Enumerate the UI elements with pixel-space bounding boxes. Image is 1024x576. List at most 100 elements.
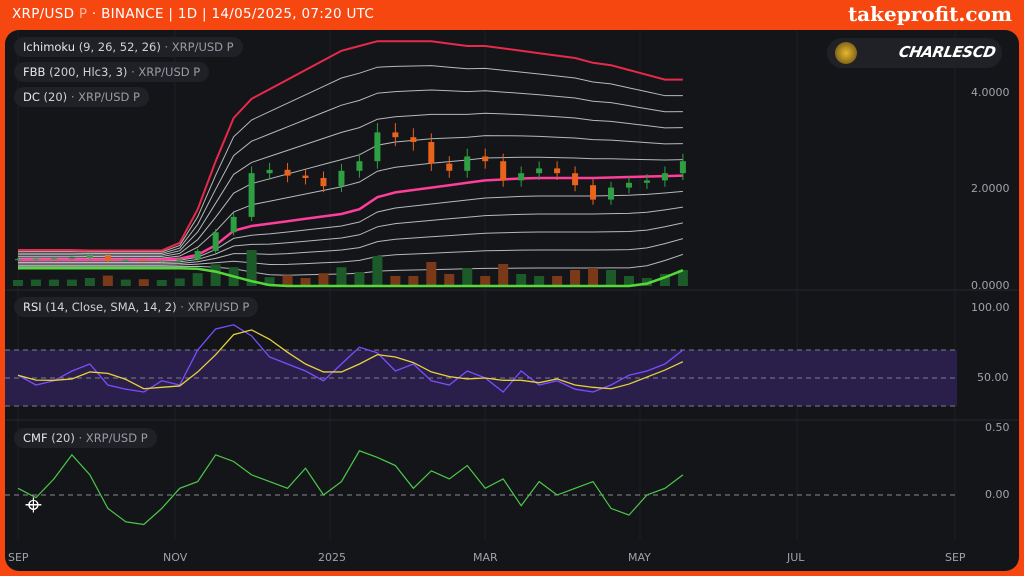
fbb-band-line <box>18 222 683 265</box>
candle <box>50 258 57 260</box>
candle <box>536 168 543 174</box>
cmf-line <box>17 450 684 526</box>
cmf-tick: 0.00 <box>985 488 1010 501</box>
symbol[interactable]: XRP/USD <box>12 6 75 22</box>
time-tick: JUL <box>787 551 805 564</box>
candle <box>608 187 615 200</box>
legend-fbb[interactable]: FBB (200, Hlc3, 3) · XRP/USD P <box>14 62 210 82</box>
volume-bar <box>174 278 185 286</box>
candle <box>482 156 489 162</box>
legend-params: (200, Hlc3, 3) <box>49 65 128 79</box>
candle <box>410 137 417 142</box>
fbb-band-line <box>18 112 683 256</box>
candle <box>320 178 327 187</box>
fbb-band-line <box>18 135 683 258</box>
candle <box>32 258 39 260</box>
fbb-band-line <box>18 65 683 253</box>
legend-cmf[interactable]: CMF (20) · XRP/USD P <box>14 428 157 448</box>
volume-bar <box>318 273 329 286</box>
candle <box>661 173 668 181</box>
volume-bar <box>264 277 275 286</box>
candle <box>248 173 255 217</box>
legend-source: · XRP/USD P <box>180 300 250 314</box>
fbb-basis-line <box>18 174 683 261</box>
volume-bar <box>390 276 401 286</box>
volume-bar <box>408 276 419 286</box>
candle <box>230 216 237 233</box>
legend-name: CMF <box>23 431 48 445</box>
volume-bar <box>336 267 347 286</box>
time-tick: MAY <box>628 551 651 564</box>
candle <box>140 260 147 262</box>
chart-header: XRP/USD P · BINANCE | 1D | 14/05/2025, 0… <box>12 6 374 22</box>
fbb-band-line <box>18 253 684 276</box>
candle <box>104 255 111 261</box>
volume-bar <box>84 278 95 286</box>
volume-bar <box>426 262 437 286</box>
legend-source: · XRP/USD P <box>78 431 148 445</box>
fbb-band-line <box>18 156 683 259</box>
volume-bar <box>444 274 455 286</box>
volume-bar <box>102 275 113 286</box>
legend-dc[interactable]: DC (20) · XRP/USD P <box>14 87 149 107</box>
candle <box>176 259 183 262</box>
legend-name: FBB <box>23 65 46 79</box>
time-tick: SEP <box>945 551 966 564</box>
legend-name: DC <box>23 90 40 104</box>
legend-source: · XRP/USD P <box>164 40 234 54</box>
volume-bar <box>462 268 473 286</box>
rsi-tick: 100.00 <box>971 301 1010 314</box>
time-tick: 2025 <box>318 551 346 564</box>
chart-canvas[interactable] <box>5 30 1019 571</box>
volume-bar <box>516 274 527 286</box>
candle <box>428 142 435 164</box>
volume-bar <box>570 270 581 286</box>
price-tick: 2.0000 <box>971 182 1010 195</box>
volume-bar <box>534 276 545 286</box>
legend-source: · XRP/USD P <box>131 65 201 79</box>
volume-bar <box>30 279 41 286</box>
candle <box>194 250 201 260</box>
legend-rsi[interactable]: RSI (14, Close, SMA, 14, 2) · XRP/USD P <box>14 297 259 317</box>
legend-name: Ichimoku <box>23 40 76 54</box>
price-tick: 4.0000 <box>971 86 1010 99</box>
candle <box>500 161 507 181</box>
candle <box>122 260 129 262</box>
time-tick: SEP <box>8 551 29 564</box>
volume-bar <box>13 280 23 286</box>
time-tick: NOV <box>163 551 188 564</box>
volume-bar <box>192 273 203 286</box>
candle <box>338 170 345 187</box>
fbb-band-line <box>18 206 683 263</box>
legend-name: RSI <box>23 300 42 314</box>
brand-logo: takeprofit.com <box>847 2 1012 26</box>
volume-bar <box>659 274 670 286</box>
volume-bar <box>588 268 599 286</box>
volume-bar <box>120 279 131 286</box>
candle <box>86 255 93 258</box>
candle <box>302 175 309 178</box>
volume-bar <box>480 276 491 286</box>
user-badge[interactable]: CHARLESCD <box>827 38 1002 68</box>
volume-bar <box>552 276 563 286</box>
volume-bar <box>372 256 383 286</box>
rsi-tick: 50.00 <box>977 371 1009 384</box>
candle <box>266 169 273 174</box>
candle <box>572 173 579 186</box>
rsi-sma-line <box>17 329 684 390</box>
candle <box>643 180 650 183</box>
candle <box>518 173 525 181</box>
chart-panel[interactable]: Ichimoku (9, 26, 52, 26) · XRP/USD P FBB… <box>5 30 1019 571</box>
volume-bar <box>282 275 293 286</box>
legend-ichimoku[interactable]: Ichimoku (9, 26, 52, 26) · XRP/USD P <box>14 37 243 57</box>
takeprofit-logo-icon: ⌖ <box>25 488 42 523</box>
candle <box>625 182 632 188</box>
fbb-upper-line <box>18 40 683 252</box>
candle <box>446 163 453 171</box>
candle <box>158 261 165 263</box>
fbb-lower-line <box>18 266 684 288</box>
fbb-band-line <box>18 89 683 255</box>
candle <box>15 259 21 261</box>
candle <box>68 257 75 259</box>
price-tick: 0.0000 <box>971 279 1010 292</box>
